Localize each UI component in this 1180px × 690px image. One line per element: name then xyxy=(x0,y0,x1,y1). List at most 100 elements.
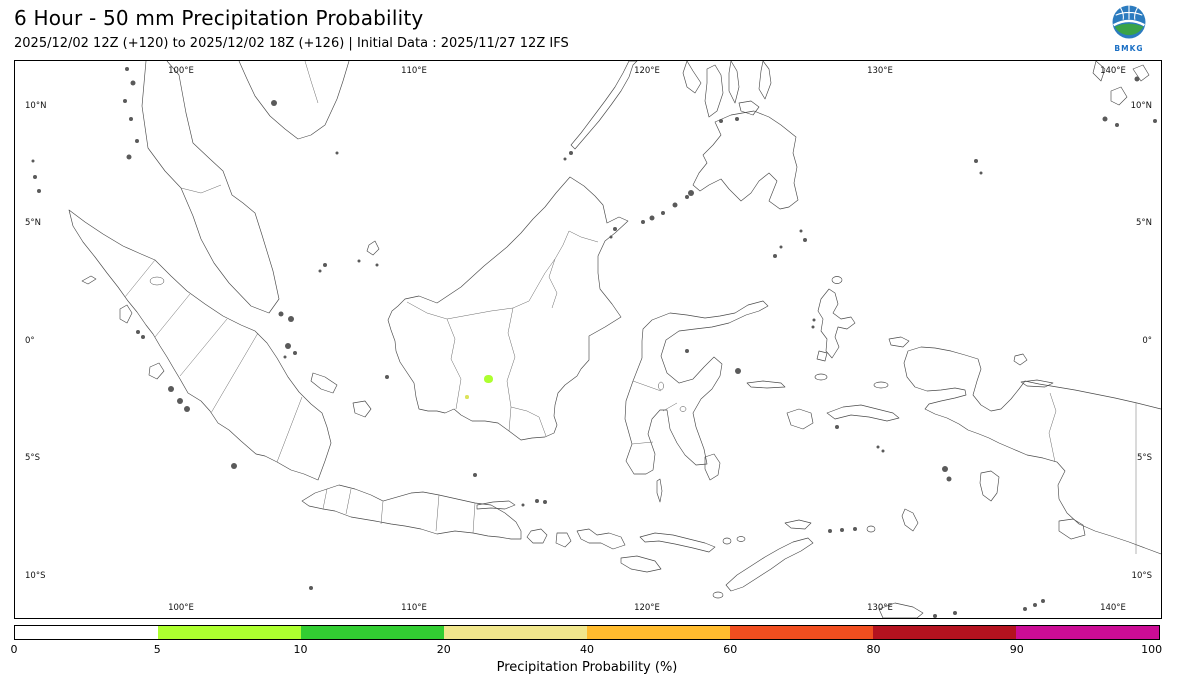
coastline-sumbawa xyxy=(576,528,626,550)
lat-label-left: 0° xyxy=(25,336,35,346)
coastline-yapen xyxy=(1020,379,1054,388)
lat-label-left: 10°N xyxy=(25,101,47,111)
lon-label-top: 140°E xyxy=(1100,66,1126,76)
borders-borneo xyxy=(406,230,599,437)
coastline-biak xyxy=(1013,353,1028,366)
coastline-lombok xyxy=(555,532,572,548)
coastline-obi xyxy=(814,373,828,381)
lon-label-bottom: 140°E xyxy=(1100,603,1126,613)
coastline-borneo xyxy=(387,176,629,441)
colorbar-tick-label: 80 xyxy=(866,643,881,656)
lat-label-right: 5°N xyxy=(1135,218,1152,228)
colorbar-segment-40-60 xyxy=(587,626,730,639)
lat-label-right: 10°S xyxy=(1131,571,1152,581)
coastline-halmahera xyxy=(817,288,856,359)
lon-label-bottom: 100°E xyxy=(168,603,194,613)
lake-poso xyxy=(658,381,664,391)
colorbar-tick-label: 90 xyxy=(1009,643,1024,656)
coastline-java xyxy=(301,484,522,540)
coastline-mindanao xyxy=(692,110,799,210)
colorbar-segment-5-10 xyxy=(158,626,301,639)
coastline-nias xyxy=(119,304,133,324)
borders-papua xyxy=(1048,392,1137,554)
forecast-period-subtitle: 2025/12/02 12Z (+120) to 2025/12/02 18Z … xyxy=(14,36,569,51)
lon-label-top: 130°E xyxy=(867,66,893,76)
coastline-belitung xyxy=(352,400,372,418)
coastline-siberut xyxy=(148,362,165,380)
colorbar-segment-60-80 xyxy=(730,626,873,639)
lat-label-left: 5°S xyxy=(25,453,41,463)
coastline-misool xyxy=(873,381,889,389)
colorbar-segment-0-5 xyxy=(15,626,158,639)
colorbar-segment-90-100 xyxy=(1016,626,1159,639)
lat-label-right: 5°S xyxy=(1136,453,1152,463)
coastline-selayar xyxy=(656,478,663,503)
coastline-madura xyxy=(476,500,516,510)
coastline-buru xyxy=(786,408,814,430)
precip-probability-cell xyxy=(465,395,469,399)
coastline-papua xyxy=(903,346,1161,555)
colorbar-tick-label: 40 xyxy=(580,643,594,656)
colorbar-ticks: 0 5 10 20 40 60 80 90 100 xyxy=(10,643,1163,656)
borders-peninsula xyxy=(180,61,319,194)
coastline-flores xyxy=(639,532,716,553)
admin-borders xyxy=(124,61,1137,554)
colorbar-tick-label: 5 xyxy=(153,643,161,656)
bmkg-globe-icon xyxy=(1112,5,1146,39)
lakes xyxy=(149,276,687,412)
coastline-visayas xyxy=(682,61,772,118)
colorbar-tick-label: 20 xyxy=(436,643,451,656)
coastline-bali xyxy=(526,528,548,544)
lon-label-bottom: 120°E xyxy=(634,603,660,613)
coastline-sumba xyxy=(620,555,662,573)
coastline-waigeo xyxy=(888,336,910,348)
lat-label-left: 10°S xyxy=(25,571,46,581)
page-title: 6 Hour - 50 mm Precipitation Probability xyxy=(14,6,424,30)
lake-toba xyxy=(149,276,165,286)
colorbar-segment-10-20 xyxy=(301,626,444,639)
coastline-wetar xyxy=(784,519,812,530)
coastline-natuna xyxy=(366,240,380,256)
lake-towuti xyxy=(679,406,687,412)
coastline-bangka xyxy=(310,372,338,394)
borders-sulawesi xyxy=(631,380,678,445)
lon-label-top: 120°E xyxy=(634,66,660,76)
coastline-timor xyxy=(725,537,814,592)
islet-specks xyxy=(31,67,1157,618)
lon-label-top: 100°E xyxy=(168,66,194,76)
colorbar-segment-80-90 xyxy=(873,626,1016,639)
map-canvas: 100°E 100°E 110°E 110°E 120°E 120°E 130°E 130°E… xyxy=(14,60,1162,619)
coastline-simeulue xyxy=(81,275,97,285)
coastline-tanimbar xyxy=(901,508,919,532)
bmkg-logo: BMKG xyxy=(1111,5,1147,53)
coastline-malay-peninsula xyxy=(141,61,280,314)
borders-sumatra xyxy=(124,259,303,463)
coastline-morotai xyxy=(831,276,843,284)
coastline-rote xyxy=(712,591,724,599)
colorbar-segment-20-40 xyxy=(444,626,587,639)
coastline-bacan xyxy=(816,350,828,362)
lat-label-right: 0° xyxy=(1142,336,1152,346)
bmkg-logo-text: BMKG xyxy=(1114,44,1144,53)
coastline-sula xyxy=(746,380,786,389)
coastline-indochina xyxy=(238,61,350,140)
coastline-pantar xyxy=(736,536,746,542)
colorbar-tick-label: 100 xyxy=(1141,643,1163,656)
colorbar-tick-label: 0 xyxy=(10,643,18,656)
coastlines-svg xyxy=(31,61,1161,618)
lon-label-bottom: 110°E xyxy=(401,603,427,613)
colorbar-title: Precipitation Probability (%) xyxy=(496,660,678,675)
coastline-sulawesi xyxy=(624,300,769,475)
lon-label-bottom: 130°E xyxy=(867,603,893,613)
coastline-melville xyxy=(878,602,924,618)
colorbar-tick-label: 60 xyxy=(723,643,738,656)
coastline-buton xyxy=(704,453,721,481)
colorbar-tick-label: 10 xyxy=(293,643,308,656)
coastline-aru xyxy=(979,470,1000,502)
lat-label-left: 5°N xyxy=(25,218,42,228)
coastline-alor xyxy=(722,537,732,545)
colorbar xyxy=(14,625,1160,640)
coastline-palawan xyxy=(570,61,638,150)
lat-label-right: 10°N xyxy=(1130,101,1152,111)
